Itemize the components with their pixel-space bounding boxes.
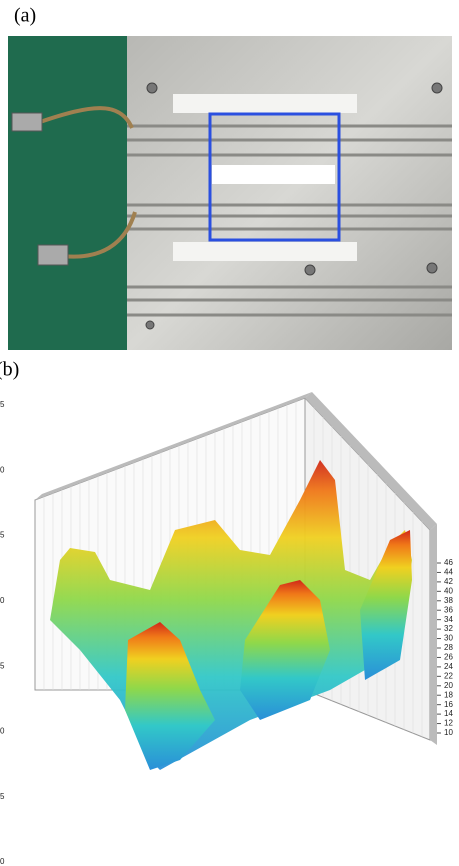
z-tick-label: 26 xyxy=(444,653,453,662)
z-tick-label: 28 xyxy=(444,643,453,652)
axis-label: 5 xyxy=(0,400,5,409)
axis-label: 5 xyxy=(0,661,5,670)
z-tick-label: 22 xyxy=(444,671,453,680)
axis-label: 0 xyxy=(0,465,5,474)
z-tick-label: 36 xyxy=(444,605,453,614)
z-tick-label: 40 xyxy=(444,586,453,595)
z-tick-label: 12 xyxy=(444,719,453,728)
z-tick-label: 46 xyxy=(444,558,453,567)
z-tick-label: 16 xyxy=(444,700,453,709)
panel-label: (b) xyxy=(0,359,19,381)
z-tick-label: 44 xyxy=(444,568,453,577)
photo xyxy=(8,36,452,350)
z-tick-label: 18 xyxy=(444,690,453,699)
axis-label: 5 xyxy=(0,792,5,801)
z-tick-label: 30 xyxy=(444,634,453,643)
z-tick-label: 38 xyxy=(444,596,453,605)
axis-label: 0 xyxy=(0,727,5,736)
axis-label: 0 xyxy=(0,596,5,605)
z-tick-label: 34 xyxy=(444,615,453,624)
z-tick-label: 24 xyxy=(444,662,453,671)
panel-label: (a) xyxy=(14,5,36,27)
z-tick-label: 42 xyxy=(444,577,453,586)
axis-label: 0 xyxy=(0,857,5,866)
z-tick-label: 14 xyxy=(444,709,453,718)
surface-plot xyxy=(34,392,437,770)
z-tick-label: 32 xyxy=(444,624,453,633)
axis-label: 5 xyxy=(0,531,5,540)
z-tick-label: 10 xyxy=(444,728,453,737)
z-tick-label: 20 xyxy=(444,681,453,690)
